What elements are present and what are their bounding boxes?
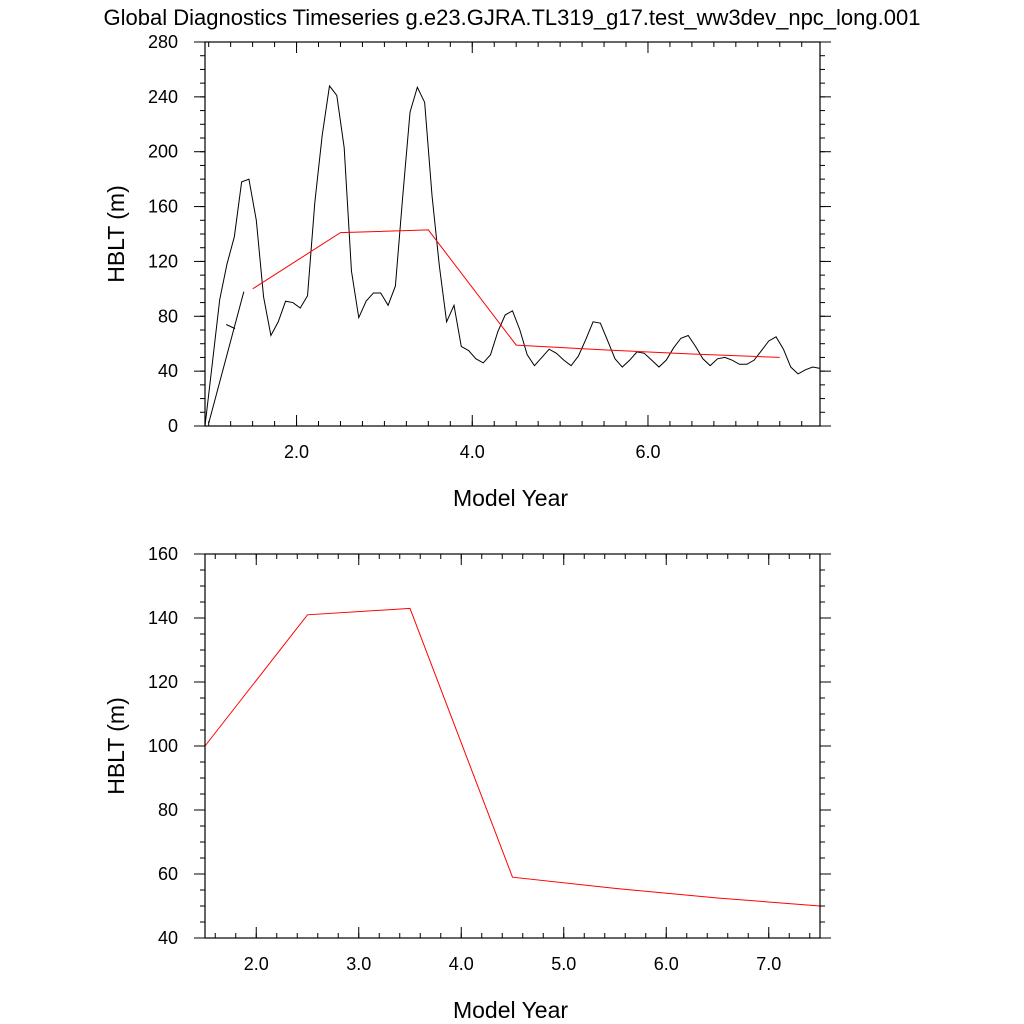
y-tick-label: 0 <box>168 416 178 436</box>
y-tick-label: 240 <box>148 87 178 107</box>
x-tick-label: 3.0 <box>346 954 371 974</box>
chart-title: Global Diagnostics Timeseries g.e23.GJRA… <box>104 5 921 30</box>
series-line-0 <box>205 607 820 907</box>
top-panel: 2.0 4.0 6.0 0 40 80 120 160 200 240 280 Model Year H… <box>103 32 831 511</box>
x-axis-label: Model Year <box>453 997 568 1023</box>
x-tick-label: 2.0 <box>284 442 309 462</box>
y-tick-label: 80 <box>158 800 178 820</box>
y-tick-label: 200 <box>148 142 178 162</box>
bottom-panel: 2.0 3.0 4.0 5.0 6.0 7.0 40 60 80 100 120 140 160 Mode… <box>103 544 831 1023</box>
series-line-1 <box>205 84 820 426</box>
y-tick-label: 100 <box>148 736 178 756</box>
x-tick-label: 4.0 <box>460 442 485 462</box>
x-tick-label: 6.0 <box>654 954 679 974</box>
series-line-3 <box>252 229 780 358</box>
tick-marks <box>194 553 831 939</box>
series-group <box>205 84 820 426</box>
x-tick-label: 4.0 <box>449 954 474 974</box>
x-tick-label: 2.0 <box>244 954 269 974</box>
plot-frame <box>204 41 821 427</box>
y-tick-label: 120 <box>148 672 178 692</box>
y-tick-label: 40 <box>158 361 178 381</box>
x-axis-label: Model Year <box>453 485 568 511</box>
x-tick-label: 6.0 <box>635 442 660 462</box>
y-axis-label: HBLT (m) <box>103 185 129 283</box>
y-tick-label: 120 <box>148 251 178 271</box>
y-tick-label: 140 <box>148 608 178 628</box>
series-group <box>205 607 820 907</box>
x-tick-label: 7.0 <box>756 954 781 974</box>
x-tick-label: 5.0 <box>551 954 576 974</box>
y-tick-label: 160 <box>148 544 178 564</box>
series-line-0 <box>208 291 245 424</box>
y-tick-label: 280 <box>148 32 178 52</box>
y-axis-label: HBLT (m) <box>103 697 129 795</box>
tick-marks <box>194 41 831 427</box>
y-tick-label: 40 <box>158 928 178 948</box>
y-tick-label: 60 <box>158 864 178 884</box>
series-line-2 <box>226 324 236 330</box>
plot-frame <box>204 553 821 939</box>
y-tick-label: 160 <box>148 197 178 217</box>
y-tick-label: 80 <box>158 306 178 326</box>
